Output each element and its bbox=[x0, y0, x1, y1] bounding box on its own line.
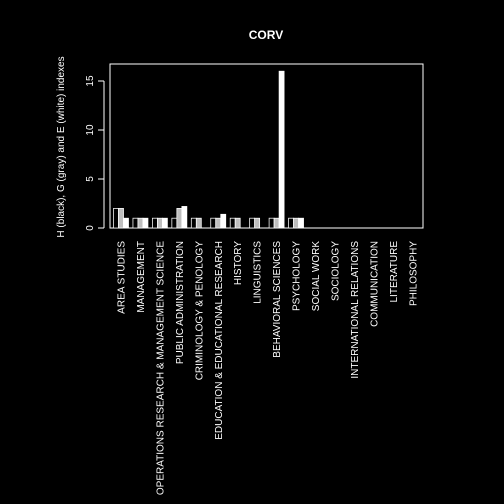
bar-g bbox=[293, 217, 299, 229]
bar-e bbox=[220, 213, 227, 229]
bar-e bbox=[278, 70, 285, 229]
x-tick-label: PUBLIC ADMINISTRATION bbox=[175, 241, 186, 364]
bar-h bbox=[152, 217, 158, 229]
x-tick-label: LITERATURE bbox=[389, 241, 400, 303]
bar-e bbox=[123, 217, 129, 229]
bar-g bbox=[254, 217, 261, 229]
bar-h bbox=[249, 217, 256, 229]
y-tick-label: 10 bbox=[85, 124, 96, 136]
x-tick-label: SOCIAL WORK bbox=[311, 241, 322, 312]
x-tick-label: HISTORY bbox=[233, 241, 244, 285]
bar-h bbox=[113, 208, 119, 229]
y-tick-label: 15 bbox=[85, 75, 96, 87]
x-tick-label: INTERNATIONAL RELATIONS bbox=[350, 241, 361, 379]
bar-h bbox=[190, 217, 197, 229]
y-tick-label: 5 bbox=[85, 176, 96, 182]
x-tick-label: COMMUNICATION bbox=[369, 241, 380, 327]
bar-h bbox=[229, 217, 236, 229]
bar-h bbox=[132, 217, 139, 229]
bars bbox=[113, 70, 304, 229]
x-tick-label: CRIMINOLOGY & PENOLOGY bbox=[194, 241, 205, 381]
x-tick-label: AREA STUDIES bbox=[117, 241, 128, 314]
bar-e bbox=[142, 217, 149, 229]
bar-g bbox=[215, 217, 222, 229]
x-tick-label: MANAGEMENT bbox=[136, 241, 147, 313]
bar-g bbox=[273, 217, 280, 229]
x-tick-label: EDUCATION & EDUCATIONAL RESEARCH bbox=[214, 241, 225, 440]
bar-h bbox=[171, 217, 178, 229]
bar-g bbox=[195, 217, 202, 229]
y-axis-label: H (black), G (gray) and E (white) indexe… bbox=[56, 56, 67, 237]
bar-g bbox=[234, 217, 241, 229]
x-tick-label: BEHAVIORAL SCIENCES bbox=[272, 241, 283, 358]
y-axis: 0 5 10 15 bbox=[85, 75, 105, 231]
x-tick-label: PHILOSOPHY bbox=[408, 241, 419, 306]
plot-frame bbox=[109, 63, 424, 229]
bar-g bbox=[137, 217, 144, 229]
bar-e bbox=[162, 217, 168, 229]
x-axis: AREA STUDIES MANAGEMENT OPERATIONS RESEARC… bbox=[117, 241, 420, 495]
bar-g bbox=[118, 208, 124, 229]
bar-g bbox=[176, 208, 183, 229]
bar-e bbox=[181, 206, 188, 229]
y-tick-label: 0 bbox=[85, 225, 96, 231]
x-tick-label: OPERATIONS RESEARCH & MANAGEMENT SCIENCE bbox=[155, 241, 166, 495]
x-tick-label: PSYCHOLOGY bbox=[292, 241, 303, 311]
chart-title: CORV bbox=[249, 28, 283, 42]
x-tick-label: SOCIOLOGY bbox=[330, 241, 341, 301]
bar-h bbox=[288, 217, 294, 229]
bar-g bbox=[157, 217, 163, 229]
bar-h bbox=[210, 217, 217, 229]
x-tick-label: LINGUISTICS bbox=[253, 241, 264, 304]
bar-h bbox=[268, 217, 275, 229]
bar-e bbox=[298, 217, 304, 229]
